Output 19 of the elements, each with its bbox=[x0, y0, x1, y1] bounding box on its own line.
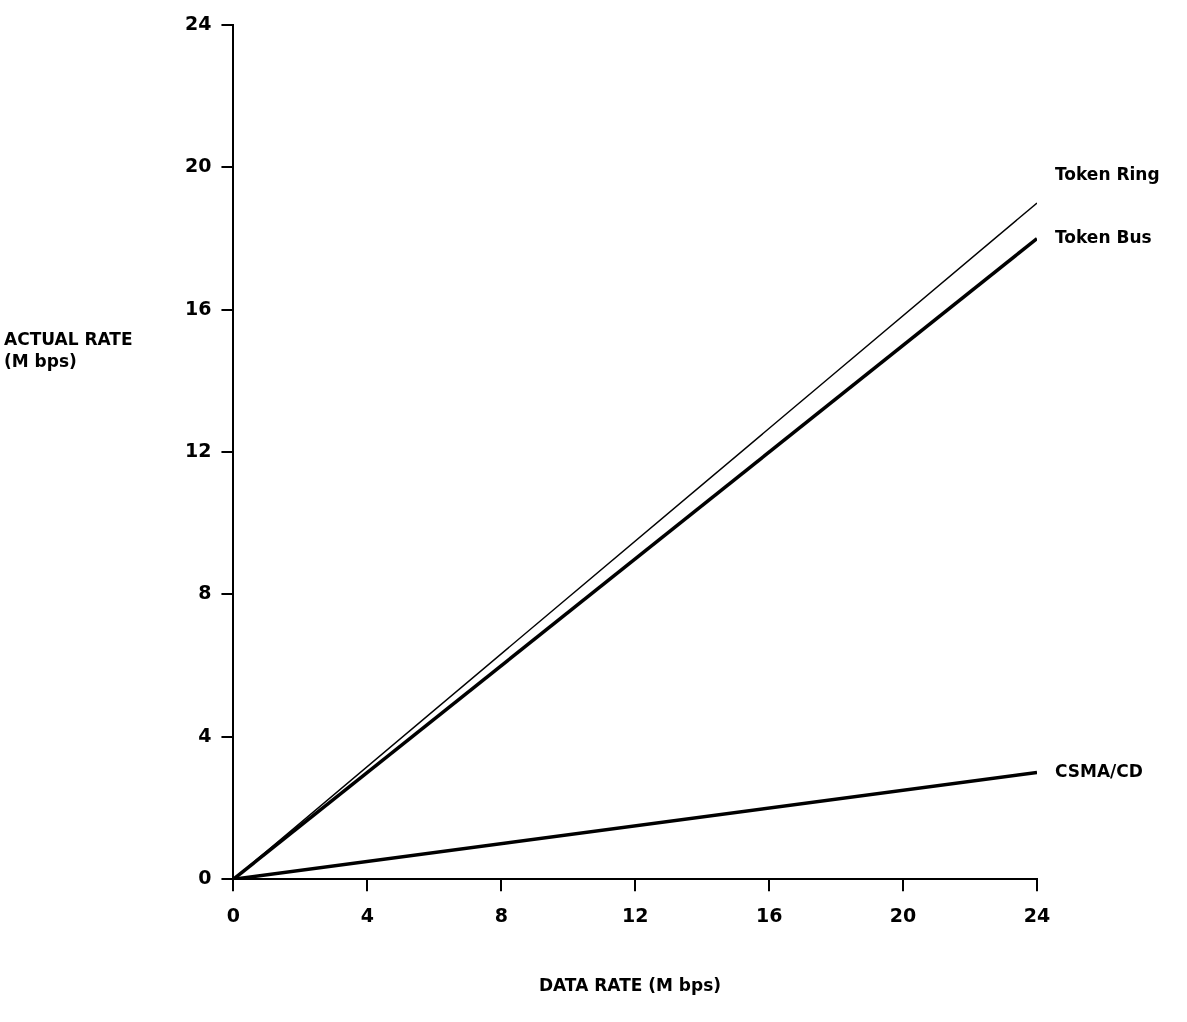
x-tick-label: 24 bbox=[1023, 903, 1051, 926]
x-tick-label: 16 bbox=[755, 903, 783, 926]
y-tick-label: 20 bbox=[184, 154, 212, 177]
series-label: Token Ring bbox=[1055, 164, 1160, 185]
x-tick-label: 20 bbox=[889, 903, 917, 926]
y-tick-label: 8 bbox=[198, 581, 212, 604]
x-tick-label: 8 bbox=[494, 903, 508, 926]
series-label: Token Bus bbox=[1055, 226, 1152, 247]
y-tick-label: 4 bbox=[198, 723, 212, 746]
x-axis-title: DATA RATE (M bps) bbox=[537, 975, 723, 995]
y-axis-title: ACTUAL RATE (M bps) bbox=[4, 328, 133, 372]
series-label: CSMA/CD bbox=[1055, 760, 1143, 781]
x-tick-label: 12 bbox=[621, 903, 649, 926]
y-tick-label: 16 bbox=[184, 296, 212, 319]
y-tick-label: 24 bbox=[184, 11, 212, 34]
y-tick-label: 0 bbox=[198, 866, 212, 889]
x-tick-label: 0 bbox=[226, 903, 241, 926]
y-tick-label: 12 bbox=[184, 439, 212, 462]
x-tick-label: 4 bbox=[360, 903, 374, 926]
